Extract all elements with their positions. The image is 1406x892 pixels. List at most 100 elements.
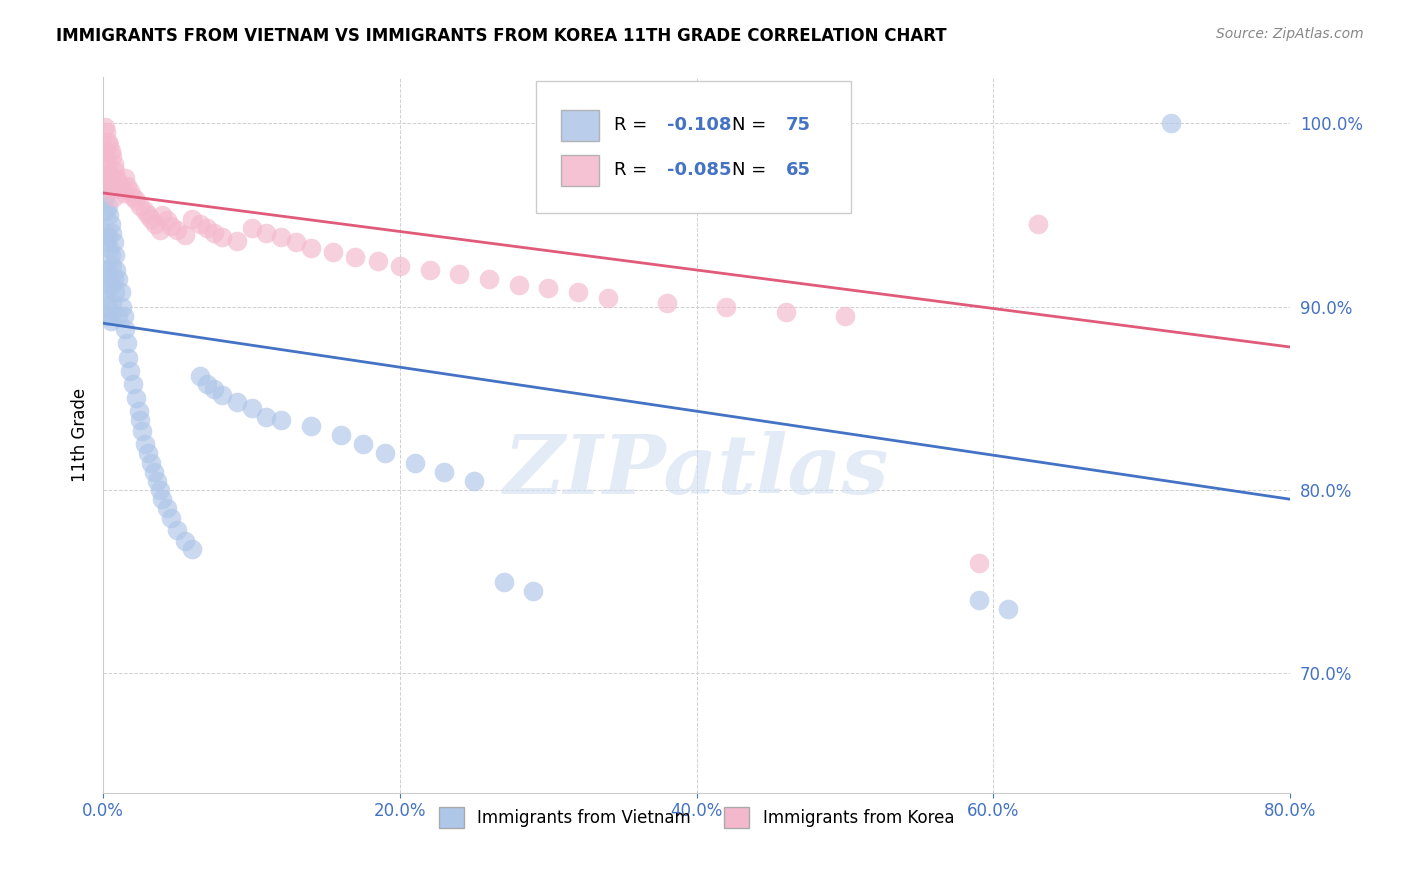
Point	[139, 211, 162, 226]
FancyBboxPatch shape	[561, 110, 599, 141]
Point	[211, 387, 233, 401]
Point	[225, 395, 247, 409]
Point	[107, 309, 129, 323]
Point	[148, 483, 170, 497]
Point	[103, 156, 125, 170]
Point	[112, 309, 135, 323]
Point	[156, 501, 179, 516]
Point	[121, 376, 143, 391]
Point	[115, 336, 138, 351]
Point	[299, 241, 322, 255]
Point	[522, 583, 544, 598]
Point	[94, 204, 117, 219]
Point	[115, 178, 138, 193]
Point	[254, 227, 277, 241]
Point	[129, 199, 152, 213]
Point	[492, 574, 515, 589]
Point	[299, 418, 322, 433]
Point	[104, 285, 127, 299]
Point	[111, 300, 134, 314]
Point	[93, 120, 115, 134]
Point	[240, 401, 263, 415]
Point	[118, 184, 141, 198]
Point	[367, 253, 389, 268]
Point	[93, 168, 115, 182]
Text: N =: N =	[733, 116, 772, 135]
Point	[419, 263, 441, 277]
Point	[101, 227, 124, 241]
Point	[105, 263, 128, 277]
Point	[285, 235, 308, 250]
Point	[716, 300, 738, 314]
Point	[94, 153, 117, 167]
Point	[202, 382, 225, 396]
Point	[181, 211, 204, 226]
Point	[97, 263, 120, 277]
Point	[195, 376, 218, 391]
Point	[352, 437, 374, 451]
Point	[173, 228, 195, 243]
Point	[136, 208, 159, 222]
Point	[136, 446, 159, 460]
Point	[134, 437, 156, 451]
Legend: Immigrants from Vietnam, Immigrants from Korea: Immigrants from Vietnam, Immigrants from…	[433, 801, 960, 834]
Point	[121, 189, 143, 203]
Point	[433, 465, 456, 479]
Point	[152, 208, 174, 222]
Point	[117, 351, 139, 365]
Point	[114, 321, 136, 335]
Point	[374, 446, 396, 460]
Point	[101, 182, 124, 196]
Point	[131, 425, 153, 439]
Point	[152, 492, 174, 507]
Point	[104, 248, 127, 262]
Point	[225, 234, 247, 248]
Point	[97, 300, 120, 314]
Point	[98, 241, 121, 255]
Point	[112, 186, 135, 200]
Point	[100, 277, 122, 292]
Point	[98, 272, 121, 286]
Point	[101, 260, 124, 274]
Point	[181, 541, 204, 556]
Text: R =: R =	[613, 116, 652, 135]
Point	[270, 230, 292, 244]
Point	[139, 456, 162, 470]
Point	[160, 219, 183, 233]
Point	[388, 260, 411, 274]
Point	[97, 199, 120, 213]
Text: -0.108: -0.108	[666, 116, 731, 135]
Point	[103, 235, 125, 250]
Point	[93, 144, 115, 158]
Point	[195, 220, 218, 235]
Point	[98, 208, 121, 222]
Point	[270, 413, 292, 427]
Point	[148, 222, 170, 236]
Point	[94, 309, 117, 323]
Point	[997, 602, 1019, 616]
Point	[94, 125, 117, 139]
Text: -0.085: -0.085	[666, 161, 731, 179]
Point	[967, 557, 990, 571]
Point	[93, 227, 115, 241]
Point	[104, 164, 127, 178]
Point	[834, 309, 856, 323]
Y-axis label: 11th Grade: 11th Grade	[72, 388, 89, 482]
Point	[322, 244, 344, 259]
Point	[114, 171, 136, 186]
Point	[101, 296, 124, 310]
Point	[134, 204, 156, 219]
Point	[508, 277, 530, 292]
Point	[93, 291, 115, 305]
Point	[118, 364, 141, 378]
Point	[166, 524, 188, 538]
Point	[567, 285, 589, 299]
Point	[98, 168, 121, 182]
Point	[329, 428, 352, 442]
Text: N =: N =	[733, 161, 772, 179]
Point	[107, 272, 129, 286]
Point	[142, 465, 165, 479]
Text: 65: 65	[786, 161, 811, 179]
Point	[344, 250, 367, 264]
Point	[93, 189, 115, 203]
